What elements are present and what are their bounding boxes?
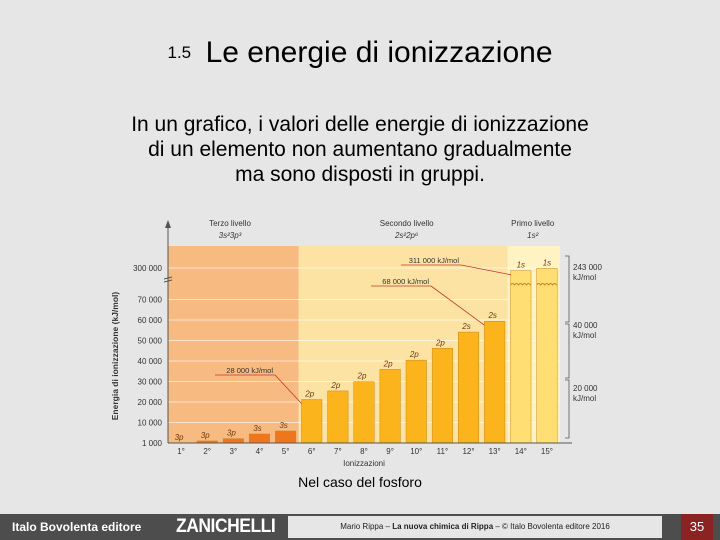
- y-tick-label: 40 000: [138, 357, 163, 366]
- x-tick-label: 1°: [177, 447, 185, 456]
- page-number: 35: [681, 514, 713, 540]
- level-config: 2s²2p⁶: [394, 231, 419, 240]
- x-tick-label: 10°: [410, 447, 422, 456]
- gap-value: 20 000: [573, 384, 598, 393]
- y-tick-label: 50 000: [138, 337, 163, 346]
- gap-bracket: [565, 255, 570, 323]
- value-annotation: 68 000 kJ/mol: [382, 277, 429, 286]
- y-tick-label: 30 000: [138, 378, 163, 387]
- orbital-label: 2p: [357, 372, 367, 381]
- intro-text: In un grafico, i valori delle energie di…: [60, 112, 660, 187]
- gap-bracket: [565, 323, 570, 379]
- orbital-label: 3p: [227, 429, 236, 438]
- orbital-label: 1s: [517, 261, 525, 270]
- y-axis-arrow: [165, 220, 171, 228]
- x-axis-title: Ionizzazioni: [343, 459, 385, 468]
- orbital-label: 2p: [330, 381, 340, 390]
- x-tick-label: 5°: [282, 447, 290, 456]
- gap-value: 40 000: [573, 321, 598, 330]
- x-tick-label: 15°: [541, 447, 553, 456]
- orbital-label: 3p: [201, 431, 210, 440]
- bar: [405, 359, 427, 444]
- level-name: Terzo livello: [209, 219, 251, 228]
- bar: [275, 430, 297, 444]
- credit-author: Mario Rippa –: [340, 522, 393, 531]
- level-config: 1s²: [527, 231, 538, 240]
- level-name: Primo livello: [511, 219, 555, 228]
- annotation-leader: [430, 285, 485, 326]
- gap-value: 243 000: [573, 263, 602, 272]
- y-tick-label: 70 000: [138, 296, 163, 305]
- annotation-leader: [460, 264, 511, 276]
- chart-caption: Nel caso del fosforo: [298, 474, 422, 490]
- orbital-label: 2p: [435, 338, 445, 347]
- gap-unit: kJ/mol: [573, 331, 596, 340]
- orbital-label: 2s: [461, 322, 470, 331]
- annotation-leader: [274, 374, 302, 404]
- section-number: 1.5: [167, 43, 192, 62]
- bar: [431, 348, 453, 444]
- intro-line: In un grafico, i valori delle energie di…: [131, 113, 589, 136]
- bar: [510, 270, 532, 444]
- y-tick-label: 1 000: [142, 439, 163, 448]
- x-tick-label: 9°: [386, 447, 394, 456]
- credit-book: La nuova chimica di Rippa: [392, 522, 494, 531]
- y-axis-title: Energia di ionizzazione (kJ/mol): [110, 292, 120, 421]
- x-tick-label: 7°: [334, 447, 342, 456]
- x-tick-label: 12°: [462, 447, 474, 456]
- gap-bracket: [565, 379, 570, 439]
- credit-rest: – © Italo Bovolenta editore 2016: [493, 522, 610, 531]
- bar: [484, 320, 506, 444]
- y-tick-label: 20 000: [138, 398, 163, 407]
- x-tick-label: 13°: [489, 447, 501, 456]
- y-axis-break-mark: [163, 276, 173, 283]
- credit-line: Mario Rippa – La nuova chimica di Rippa …: [288, 516, 662, 538]
- bar: [301, 399, 323, 444]
- orbital-label: 2p: [383, 359, 393, 368]
- orbital-label: 3s: [279, 421, 287, 430]
- orbital-label: 2p: [304, 390, 314, 399]
- axis-break-mark: [536, 283, 558, 286]
- orbital-label: 3p: [175, 433, 184, 442]
- y-tick-label: 10 000: [138, 419, 163, 428]
- footer-bar: Italo Bovolenta editore ZANICHELLI Mario…: [0, 514, 720, 540]
- gap-unit: kJ/mol: [573, 394, 596, 403]
- y-tick-label: 60 000: [138, 316, 163, 325]
- orbital-label: 2s: [487, 311, 496, 320]
- orbital-label: 2p: [409, 350, 419, 359]
- intro-line: ma sono disposti in gruppi.: [235, 163, 485, 186]
- value-annotation: 28 000 kJ/mol: [226, 366, 273, 375]
- y-tick-label: 300 000: [133, 264, 162, 273]
- bar: [458, 331, 480, 444]
- x-tick-label: 6°: [308, 447, 316, 456]
- orbital-label: 1s: [543, 258, 551, 267]
- orbital-label: 3s: [253, 424, 261, 433]
- level-band: [168, 246, 299, 443]
- x-tick-label: 3°: [230, 447, 238, 456]
- bar: [222, 438, 244, 444]
- publisher-name: Italo Bovolenta editore: [12, 520, 142, 534]
- level-name: Secondo livello: [380, 219, 434, 228]
- x-tick-label: 14°: [515, 447, 527, 456]
- zanichelli-logo: ZANICHELLI: [176, 516, 276, 537]
- bar: [248, 433, 270, 444]
- ionization-energy-chart: 3p 1° 3p 2° 3p 3° 3s 4° 3s 5° 2p 6° 2p 7° 2p 8° 2p 9° 2p 10…: [110, 219, 602, 468]
- gap-unit: kJ/mol: [573, 273, 596, 282]
- x-tick-label: 2°: [203, 447, 211, 456]
- intro-line: di un elemento non aumentano gradualment…: [148, 138, 572, 161]
- x-tick-label: 11°: [437, 447, 449, 456]
- value-annotation: 311 000 kJ/mol: [409, 256, 460, 265]
- bar: [536, 268, 558, 444]
- bar: [379, 369, 401, 444]
- slide-title-row: 1.5 Le energie di ionizzazione: [0, 36, 720, 70]
- slide-title: Le energie di ionizzazione: [205, 36, 553, 69]
- x-tick-label: 4°: [256, 447, 264, 456]
- bar: [353, 381, 375, 444]
- axis-break-mark: [510, 283, 532, 286]
- level-config: 3s²3p³: [219, 231, 242, 240]
- bar: [327, 390, 349, 444]
- x-tick-label: 8°: [360, 447, 368, 456]
